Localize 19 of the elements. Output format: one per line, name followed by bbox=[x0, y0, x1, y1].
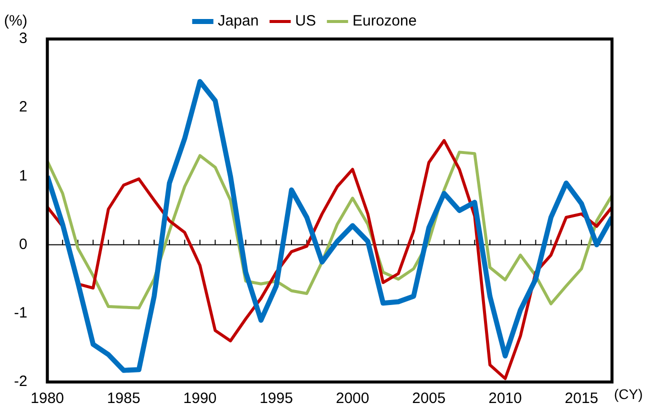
legend-label: Japan bbox=[218, 12, 259, 30]
x-tick-label: 1980 bbox=[30, 390, 64, 408]
x-axis-title: (CY) bbox=[614, 386, 643, 402]
x-tick-label: 2005 bbox=[412, 390, 446, 408]
y-tick-label: 0 bbox=[18, 236, 28, 253]
x-tick-label: 1985 bbox=[106, 390, 140, 408]
x-tick-label: 2000 bbox=[336, 390, 370, 408]
y-tick-label: 1 bbox=[18, 167, 28, 184]
y-axis-title: (%) bbox=[4, 12, 28, 30]
x-tick-label: 2015 bbox=[564, 390, 598, 408]
legend-label: US bbox=[295, 12, 316, 30]
legend-label: Eurozone bbox=[352, 12, 417, 30]
y-tick-label: -2 bbox=[14, 373, 28, 390]
x-tick-label: 1995 bbox=[260, 390, 293, 408]
x-tick-label: 1990 bbox=[183, 390, 217, 408]
x-tick-label: 2010 bbox=[488, 390, 522, 408]
y-tick-label: 3 bbox=[18, 30, 28, 48]
y-tick-label: -1 bbox=[14, 304, 28, 322]
y-tick-label: 2 bbox=[18, 98, 28, 116]
